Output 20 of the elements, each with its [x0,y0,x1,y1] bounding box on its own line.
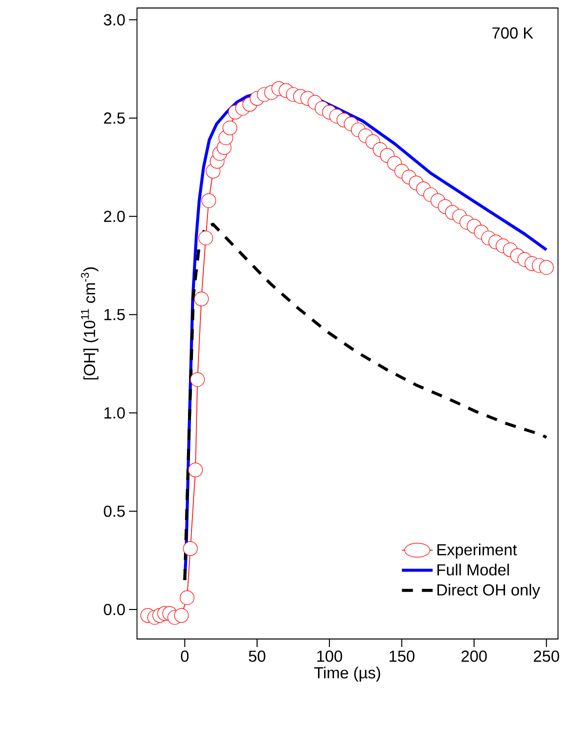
y-tick-label: 3.0 [104,14,125,26]
y-tick-label: 2.5 [104,112,125,124]
annotation: 700 K [492,27,534,39]
line-series [183,222,548,582]
y-tick-label: 0.5 [104,506,125,517]
y-tick-label: 0.0 [104,604,125,616]
legend-label: Experiment [437,544,517,559]
legend-label: Full Model [437,564,509,576]
x-axis-title: Time (µs) [314,666,380,682]
x-tick-label: 200 [462,650,487,662]
y-tick-label: 1.5 [104,309,125,320]
y-tick-label: 2.0 [104,210,125,222]
x-tick-label: 50 [248,650,266,662]
x-tick-label: 100 [317,650,342,662]
x-tick-label: 250 [534,650,560,662]
y-tick-label: 1.0 [104,407,125,419]
x-tick-label: 150 [390,650,414,662]
legend-label: Direct OH only [437,584,540,599]
y-axis-title: [OH] (10$^{11}$ cm$^{-3}$) [80,267,98,380]
x-tick-label: 0 [180,650,189,662]
